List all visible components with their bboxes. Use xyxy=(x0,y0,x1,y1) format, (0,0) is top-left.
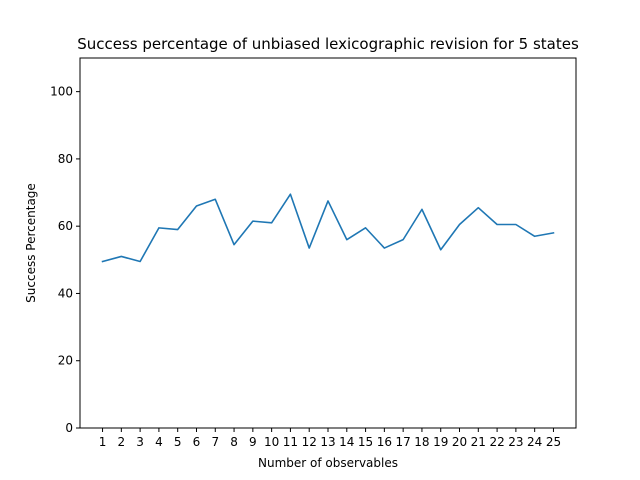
chart-title: Success percentage of unbiased lexicogra… xyxy=(77,35,579,53)
x-tick-label: 20 xyxy=(452,435,467,449)
y-axis-label: Success Percentage xyxy=(24,183,38,303)
x-tick-label: 8 xyxy=(230,435,238,449)
x-tick-label: 23 xyxy=(508,435,523,449)
x-tick-label: 16 xyxy=(377,435,392,449)
x-tick-label: 10 xyxy=(264,435,279,449)
x-tick-label: 11 xyxy=(283,435,298,449)
x-tick-label: 17 xyxy=(396,435,411,449)
x-tick-label: 18 xyxy=(414,435,429,449)
series-layer xyxy=(101,193,555,263)
x-tick-label: 4 xyxy=(155,435,163,449)
x-tick-label: 5 xyxy=(174,435,182,449)
x-tick-label: 3 xyxy=(136,435,144,449)
x-tick-label: 19 xyxy=(433,435,448,449)
y-tick-label: 0 xyxy=(65,421,73,435)
x-tick-label: 1 xyxy=(99,435,107,449)
x-tick-label: 2 xyxy=(118,435,126,449)
x-tick-label: 21 xyxy=(471,435,486,449)
x-tick-label: 13 xyxy=(320,435,335,449)
x-tick-label: 14 xyxy=(339,435,354,449)
y-tick-label: 20 xyxy=(58,354,73,368)
x-tick-label: 9 xyxy=(249,435,257,449)
y-tick-label: 40 xyxy=(58,286,73,300)
x-tick-label: 6 xyxy=(193,435,201,449)
x-tick-label: 15 xyxy=(358,435,373,449)
x-tick-label: 24 xyxy=(527,435,542,449)
x-tick-label: 25 xyxy=(546,435,561,449)
x-tick-label: 12 xyxy=(302,435,317,449)
x-axis-ticks: 1 2 3 4 5 6 7 8 9 10 11 12 13 14 15 16 17 18 19 20 21 22 23 24 2… xyxy=(99,428,561,449)
y-tick-label: 80 xyxy=(58,152,73,166)
y-tick-label: 100 xyxy=(50,85,73,99)
y-axis-ticks: 0 20 40 60 80 100 xyxy=(50,85,80,435)
y-tick-label: 60 xyxy=(58,219,73,233)
x-tick-label: 22 xyxy=(489,435,504,449)
x-tick-label: 7 xyxy=(211,435,219,449)
x-axis-label: Number of observables xyxy=(258,456,398,470)
series-line xyxy=(101,193,555,263)
